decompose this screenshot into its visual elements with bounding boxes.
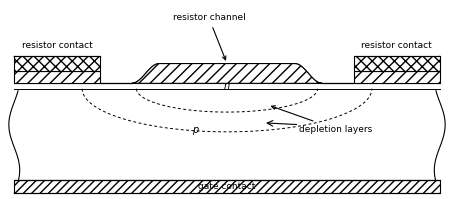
Bar — [14, 180, 440, 193]
Bar — [14, 71, 100, 83]
Bar — [354, 56, 440, 71]
Bar — [354, 71, 440, 83]
Text: depletion layers: depletion layers — [271, 106, 373, 134]
Text: n: n — [224, 81, 230, 91]
Bar — [14, 60, 440, 180]
Text: gate contact: gate contact — [198, 182, 256, 191]
Text: resistor contact: resistor contact — [22, 41, 93, 50]
Text: SiO₂: SiO₂ — [47, 72, 68, 82]
Text: SiO₂: SiO₂ — [217, 63, 237, 73]
Polygon shape — [132, 63, 322, 83]
Text: resistor contact: resistor contact — [361, 41, 432, 50]
Bar — [14, 56, 100, 71]
Text: p: p — [192, 125, 198, 135]
Polygon shape — [132, 63, 322, 83]
Text: resistor channel: resistor channel — [173, 13, 245, 60]
Text: SiO₂: SiO₂ — [386, 72, 407, 82]
